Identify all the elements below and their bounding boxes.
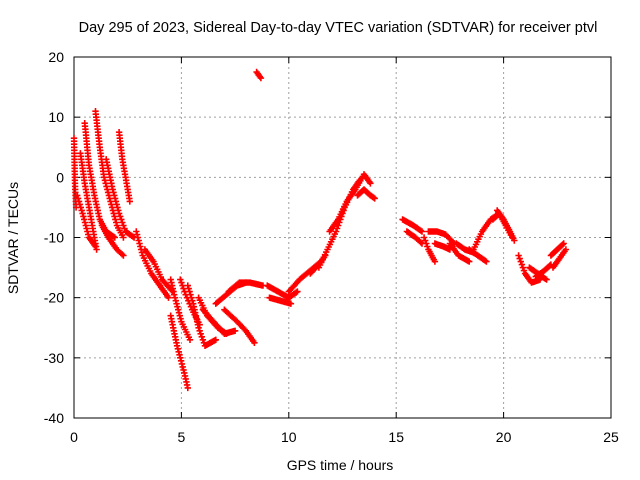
data-layer <box>70 68 570 392</box>
data-series <box>326 171 374 235</box>
data-series <box>420 234 439 265</box>
data-point-marks <box>515 252 544 286</box>
data-point-marks <box>466 246 490 265</box>
data-point-marks <box>225 279 267 295</box>
data-series <box>425 228 458 247</box>
data-point-marks <box>399 216 426 235</box>
data-point-marks <box>184 282 219 349</box>
data-series <box>115 129 133 205</box>
data-series <box>446 240 473 265</box>
x-axis-label: GPS time / hours <box>287 457 394 473</box>
y-tick-label: -30 <box>44 350 64 366</box>
data-series <box>266 294 295 307</box>
x-tick-label: 10 <box>281 429 297 445</box>
data-series <box>184 282 219 349</box>
data-point-marks <box>167 276 194 343</box>
data-series <box>466 246 490 265</box>
data-series <box>354 186 378 202</box>
data-series <box>253 68 265 82</box>
data-point-marks <box>354 186 378 202</box>
data-series <box>547 240 567 259</box>
chart-title: Day 295 of 2023, Sidereal Day-to-day VTE… <box>79 20 598 36</box>
data-point-marks <box>103 156 138 241</box>
data-series <box>264 282 301 301</box>
data-point-marks <box>547 240 567 259</box>
x-tick-label: 5 <box>178 429 186 445</box>
data-point-marks <box>420 234 439 265</box>
data-series <box>74 192 99 250</box>
data-point-marks <box>431 240 454 253</box>
data-point-marks <box>74 192 99 250</box>
data-point-marks <box>549 246 570 271</box>
data-series <box>77 150 100 253</box>
data-series <box>167 276 194 343</box>
data-series <box>195 294 230 337</box>
data-point-marks <box>195 294 230 337</box>
data-point-marks <box>167 312 191 392</box>
y-tick-label: -20 <box>44 290 64 306</box>
y-tick-label: 0 <box>56 169 64 185</box>
y-tick-label: 20 <box>48 49 64 65</box>
data-series <box>103 156 138 241</box>
grid-layer <box>74 57 611 418</box>
data-series <box>98 222 127 259</box>
data-series <box>399 216 426 235</box>
y-tick-label: 10 <box>48 109 64 125</box>
data-point-marks <box>133 228 172 301</box>
data-point-marks <box>266 294 295 307</box>
data-series <box>403 228 426 247</box>
x-tick-label: 20 <box>496 429 512 445</box>
x-tick-label: 15 <box>388 429 404 445</box>
data-point-marks <box>253 68 265 82</box>
data-point-marks <box>92 108 127 241</box>
data-series <box>515 252 544 286</box>
data-point-marks <box>77 150 100 253</box>
data-point-marks <box>446 240 473 265</box>
y-axis-label: SDTVAR / TECUs <box>5 182 21 294</box>
y-tick-label: -10 <box>44 230 64 246</box>
y-tick-label: -40 <box>44 410 64 426</box>
data-series <box>494 207 518 244</box>
data-point-marks <box>403 228 426 247</box>
data-point-marks <box>494 207 518 244</box>
data-point-marks <box>98 222 127 259</box>
data-point-marks <box>221 306 258 346</box>
data-series <box>549 246 570 271</box>
data-point-marks <box>532 261 555 280</box>
data-point-marks <box>425 228 458 247</box>
x-tick-label: 0 <box>70 429 78 445</box>
data-series <box>431 240 454 253</box>
data-series <box>225 279 267 295</box>
tick-labels: 0 5 10 15 20 25 -40 -30 -20 -10 0 10 20 <box>44 49 619 445</box>
data-series <box>92 108 127 241</box>
data-series <box>133 228 172 301</box>
data-series <box>532 261 555 280</box>
data-point-marks <box>264 282 301 301</box>
tick-layer <box>73 56 612 419</box>
data-series <box>221 306 258 346</box>
x-tick-label: 25 <box>603 429 619 445</box>
data-point-marks <box>326 171 374 235</box>
data-point-marks <box>115 129 133 205</box>
data-series <box>167 312 191 392</box>
